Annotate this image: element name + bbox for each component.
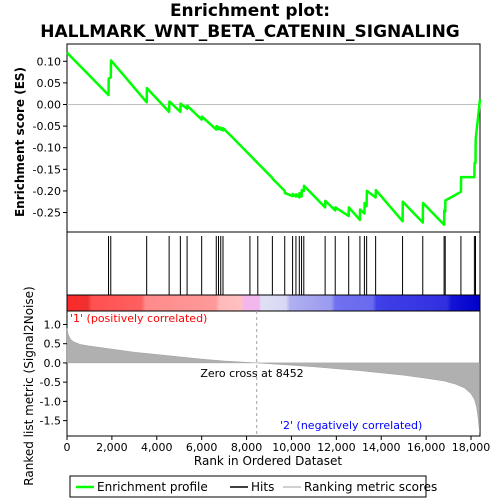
legend-metric-label: Ranking metric scores bbox=[304, 480, 437, 494]
es-ytick-label: 0.00 bbox=[37, 99, 62, 112]
metric-ytick-label: 1.0 bbox=[44, 318, 62, 331]
x-tick-label: 0 bbox=[64, 441, 71, 454]
es-plot-frame bbox=[66, 43, 481, 233]
metric-axis-label: Ranked list metric (Signal2Noise) bbox=[22, 286, 36, 485]
es-ytick-label: -0.25 bbox=[33, 207, 61, 220]
es-ytick-label: -0.05 bbox=[33, 120, 61, 133]
x-tick-label: 10,000 bbox=[272, 441, 311, 454]
enrichment-profile-line bbox=[66, 51, 482, 226]
legend-hits-label: Hits bbox=[251, 480, 274, 494]
x-axis: 0 2,000 4,000 6,000 8,000 10,000 12,000 14,000 1… bbox=[64, 436, 491, 454]
metric-ytick-label: 0.0 bbox=[44, 357, 62, 370]
es-axis-label: Enrichment score (ES) bbox=[13, 67, 27, 217]
enrichment-score-panel: 0.10 0.05 0.00 -0.05 -0.10 -0.15 -0.20 -0.25 bbox=[33, 43, 482, 233]
metric-ytick-label: -1.0 bbox=[40, 395, 61, 408]
metric-ytick-label: 0.5 bbox=[44, 338, 62, 351]
es-ytick-label: -0.10 bbox=[33, 142, 61, 155]
hits-frame bbox=[66, 231, 481, 296]
metric-ytick-label: -1.5 bbox=[40, 415, 61, 428]
x-tick-label: 6,000 bbox=[186, 441, 218, 454]
ranking-metric-area bbox=[66, 328, 480, 433]
metric-ytick-label: -0.5 bbox=[40, 376, 61, 389]
chart-title-line-1: Enrichment plot: bbox=[169, 1, 331, 21]
x-tick-label: 14,000 bbox=[362, 441, 401, 454]
hits-panel bbox=[66, 231, 481, 296]
x-tick-label: 4,000 bbox=[141, 441, 173, 454]
x-tick-label: 16,000 bbox=[407, 441, 446, 454]
es-ytick-label: 0.10 bbox=[37, 55, 62, 68]
negative-correlation-label: '2' (negatively correlated) bbox=[280, 419, 422, 432]
ranked-metric-panel: 1.0 0.5 0.0 -0.5 -1.0 -1.5 bbox=[40, 310, 481, 437]
x-tick-label: 8,000 bbox=[231, 441, 263, 454]
legend-enrichment-label: Enrichment profile bbox=[97, 480, 208, 494]
zero-cross-label: Zero cross at 8452 bbox=[200, 367, 303, 380]
chart-title-line-2: HALLMARK_WNT_BETA_CATENIN_SIGNALING bbox=[40, 22, 460, 42]
rank-gradient-bar bbox=[66, 294, 481, 312]
positive-correlation-label: '1' (positively correlated) bbox=[70, 312, 207, 325]
x-tick-label: 18,000 bbox=[452, 441, 491, 454]
x-axis-label: Rank in Ordered Dataset bbox=[194, 454, 342, 468]
es-ytick-label: -0.15 bbox=[33, 163, 61, 176]
es-ytick-label: 0.05 bbox=[37, 77, 62, 90]
x-tick-label: 2,000 bbox=[96, 441, 128, 454]
rank-gradient-panel bbox=[66, 294, 481, 312]
chart-title: Enrichment plot: HALLMARK_WNT_BETA_CATEN… bbox=[0, 1, 500, 43]
x-tick-label: 12,000 bbox=[317, 441, 356, 454]
legend: Enrichment profile Hits Ranking metric s… bbox=[69, 475, 437, 498]
es-ytick-label: -0.20 bbox=[33, 185, 61, 198]
